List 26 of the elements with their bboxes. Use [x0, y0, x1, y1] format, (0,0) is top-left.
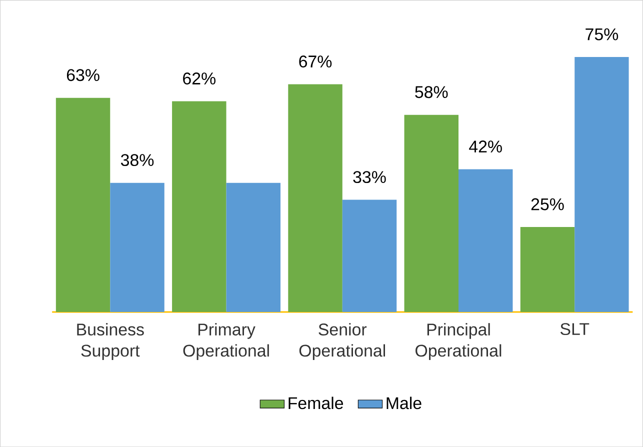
- data-label: 62%: [183, 72, 216, 84]
- data-label: 33%: [353, 171, 386, 183]
- data-label: 67%: [299, 55, 332, 68]
- bar: [574, 56, 629, 312]
- x-tick-label: SLT: [560, 323, 590, 335]
- bar: [520, 226, 575, 312]
- data-label: 42%: [469, 140, 502, 152]
- x-tick-label: Business Support: [77, 323, 144, 360]
- data-label: 38%: [120, 154, 154, 166]
- bar: [56, 98, 110, 312]
- bar: [404, 114, 458, 312]
- legend-label: Male: [386, 396, 422, 410]
- x-tick-label: Principal Operational: [416, 323, 502, 360]
- x-tick-label: Senior Operational: [299, 323, 386, 360]
- data-label: 58%: [415, 86, 448, 98]
- x-tick-label: Primary Operational: [183, 323, 269, 360]
- bar: [288, 84, 342, 312]
- bar: [110, 182, 164, 312]
- data-label: 75%: [586, 28, 618, 40]
- legend-label: Female: [288, 396, 344, 410]
- bar: [342, 200, 397, 312]
- data-label: 63%: [66, 69, 100, 81]
- bar: [458, 169, 513, 312]
- data-label: 25%: [531, 198, 564, 210]
- bar: [226, 182, 280, 312]
- bar: [172, 101, 226, 312]
